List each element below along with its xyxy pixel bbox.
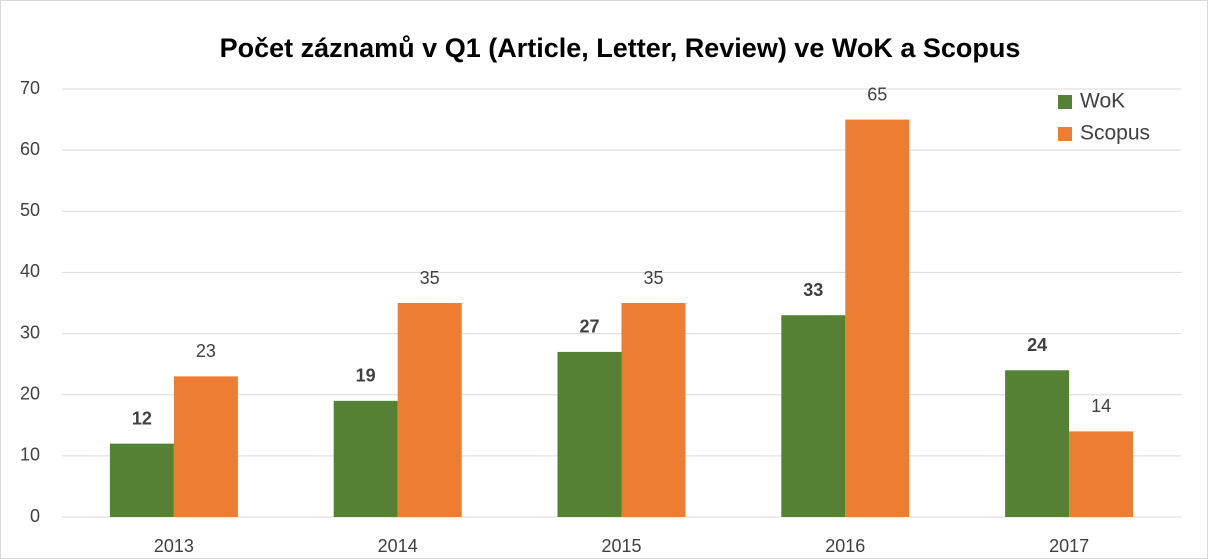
y-tick-label: 60: [20, 139, 40, 159]
data-label: 35: [420, 268, 440, 288]
chart-title: Počet záznamů v Q1 (Article, Letter, Rev…: [220, 33, 1021, 63]
legend-swatch: [1058, 95, 1072, 109]
data-label: 14: [1091, 396, 1111, 416]
legend-label: WoK: [1080, 90, 1125, 113]
x-tick-label: 2017: [1049, 536, 1089, 556]
legend-swatch: [1058, 127, 1072, 141]
y-tick-label: 0: [30, 506, 40, 526]
data-label: 24: [1027, 335, 1047, 355]
y-tick-label: 40: [20, 261, 40, 281]
bar: [557, 351, 622, 517]
bar: [1069, 431, 1134, 517]
x-tick-label: 2013: [154, 536, 194, 556]
y-tick-label: 70: [20, 78, 40, 98]
bar: [1005, 370, 1070, 517]
data-label: 65: [867, 84, 887, 104]
bar: [397, 303, 462, 517]
y-tick-label: 50: [20, 200, 40, 220]
y-tick-label: 30: [20, 322, 40, 342]
y-tick-label: 20: [20, 383, 40, 403]
data-label: 27: [579, 317, 599, 337]
data-label: 35: [643, 268, 663, 288]
bar: [173, 376, 238, 517]
y-tick-label: 10: [20, 445, 40, 465]
x-tick-label: 2014: [378, 536, 418, 556]
data-label: 19: [356, 366, 376, 386]
data-label: 33: [803, 280, 823, 300]
x-tick-label: 2016: [825, 536, 865, 556]
bar: [333, 400, 398, 517]
bar: [621, 303, 686, 517]
bar: [781, 315, 846, 517]
bar: [109, 443, 174, 517]
data-label: 23: [196, 341, 216, 361]
x-tick-label: 2015: [601, 536, 641, 556]
bar: [845, 119, 910, 518]
data-label: 12: [132, 408, 152, 428]
legend-label: Scopus: [1080, 122, 1150, 145]
